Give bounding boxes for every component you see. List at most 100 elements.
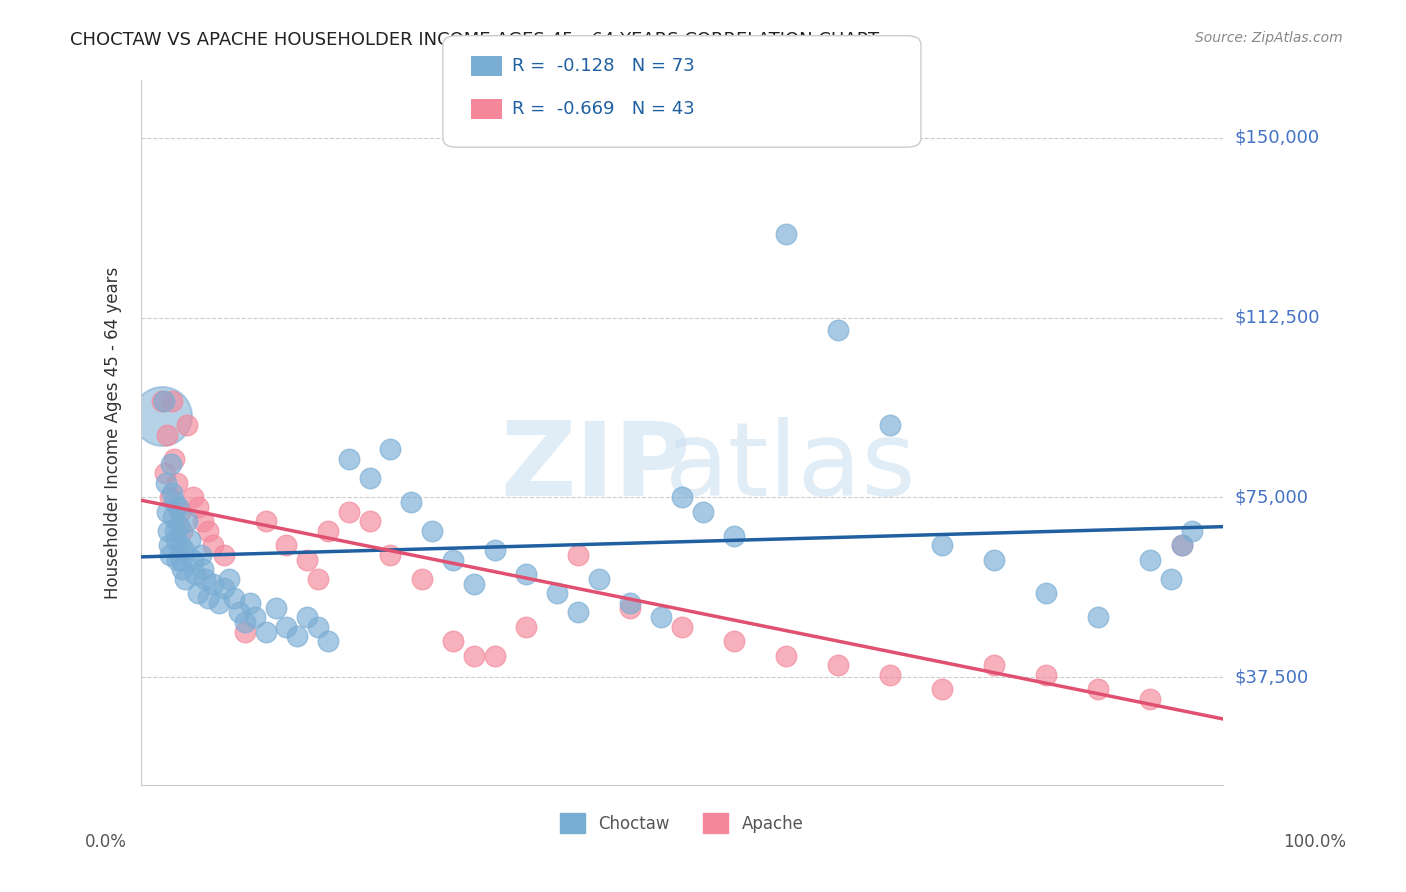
Point (307, 572, 329, 586)
Point (337, 505, 360, 519)
Legend: Choctaw, Apache: Choctaw, Apache (554, 806, 810, 840)
Point (567, 548, 589, 562)
Point (316, 634, 339, 648)
Point (202, 538, 225, 552)
Point (1087, 682, 1109, 697)
Text: R =  -0.128   N = 73: R = -0.128 N = 73 (512, 57, 695, 75)
Point (159, 491, 181, 505)
Point (484, 543, 506, 558)
Point (159, 457, 181, 471)
Point (380, 548, 402, 562)
Point (879, 418, 901, 433)
Point (650, 610, 672, 624)
Point (463, 576, 485, 591)
Point (224, 591, 246, 605)
Point (359, 471, 381, 485)
Point (157, 538, 180, 552)
Point (160, 485, 183, 500)
Point (197, 524, 219, 538)
Text: $150,000: $150,000 (1234, 128, 1319, 147)
Point (588, 572, 610, 586)
Point (827, 658, 849, 673)
Point (295, 610, 318, 624)
Point (152, 409, 174, 423)
Point (172, 562, 194, 576)
Point (723, 634, 745, 648)
Point (1139, 691, 1161, 706)
Point (441, 552, 464, 566)
Point (515, 567, 537, 582)
Point (156, 505, 179, 519)
Point (163, 524, 186, 538)
Point (159, 548, 181, 562)
Point (191, 514, 214, 528)
Point (212, 548, 235, 562)
Point (1181, 524, 1204, 538)
Text: 0.0%: 0.0% (84, 833, 127, 851)
Point (202, 576, 225, 591)
Point (166, 475, 188, 490)
Point (166, 552, 188, 566)
Point (546, 586, 568, 600)
Text: $75,000: $75,000 (1234, 488, 1309, 507)
Point (176, 514, 198, 528)
Point (619, 600, 641, 615)
Point (1139, 552, 1161, 566)
Point (723, 529, 745, 543)
Point (359, 514, 381, 528)
Point (208, 596, 231, 610)
Point (254, 514, 277, 528)
Point (163, 452, 186, 467)
Text: atlas: atlas (664, 417, 917, 518)
Text: $112,500: $112,500 (1234, 309, 1320, 326)
Point (307, 620, 329, 634)
Point (187, 500, 209, 514)
Point (183, 567, 207, 582)
Point (194, 572, 217, 586)
Point (441, 634, 464, 648)
Point (879, 667, 901, 681)
Text: 100.0%: 100.0% (1284, 833, 1346, 851)
Text: ZIP: ZIP (501, 417, 690, 518)
Point (401, 495, 423, 509)
Point (337, 452, 360, 467)
Point (1170, 538, 1192, 552)
Point (515, 620, 537, 634)
Point (619, 596, 641, 610)
Point (155, 475, 177, 490)
Point (173, 543, 195, 558)
Point (181, 491, 204, 505)
Point (169, 538, 191, 552)
Point (190, 548, 212, 562)
Point (285, 629, 308, 643)
Point (153, 467, 176, 481)
Point (160, 394, 183, 409)
Point (239, 596, 262, 610)
Point (983, 658, 1005, 673)
Point (775, 227, 797, 241)
Point (931, 538, 953, 552)
Point (187, 586, 209, 600)
Point (179, 533, 201, 548)
Point (172, 524, 194, 538)
Point (295, 552, 318, 566)
Text: CHOCTAW VS APACHE HOUSEHOLDER INCOME AGES 45 - 64 YEARS CORRELATION CHART: CHOCTAW VS APACHE HOUSEHOLDER INCOME AGE… (70, 31, 879, 49)
Point (181, 552, 204, 566)
Point (671, 620, 693, 634)
Point (165, 533, 187, 548)
Point (156, 428, 179, 442)
Point (1035, 586, 1057, 600)
Point (218, 572, 240, 586)
Point (152, 394, 174, 409)
Point (162, 509, 184, 524)
Point (152, 394, 174, 409)
Point (567, 606, 589, 620)
Point (484, 648, 506, 663)
Point (174, 572, 197, 586)
Point (276, 538, 298, 552)
Point (169, 505, 191, 519)
Text: R =  -0.669   N = 43: R = -0.669 N = 43 (512, 100, 695, 118)
Point (167, 519, 190, 533)
Point (233, 615, 256, 629)
Point (411, 572, 433, 586)
